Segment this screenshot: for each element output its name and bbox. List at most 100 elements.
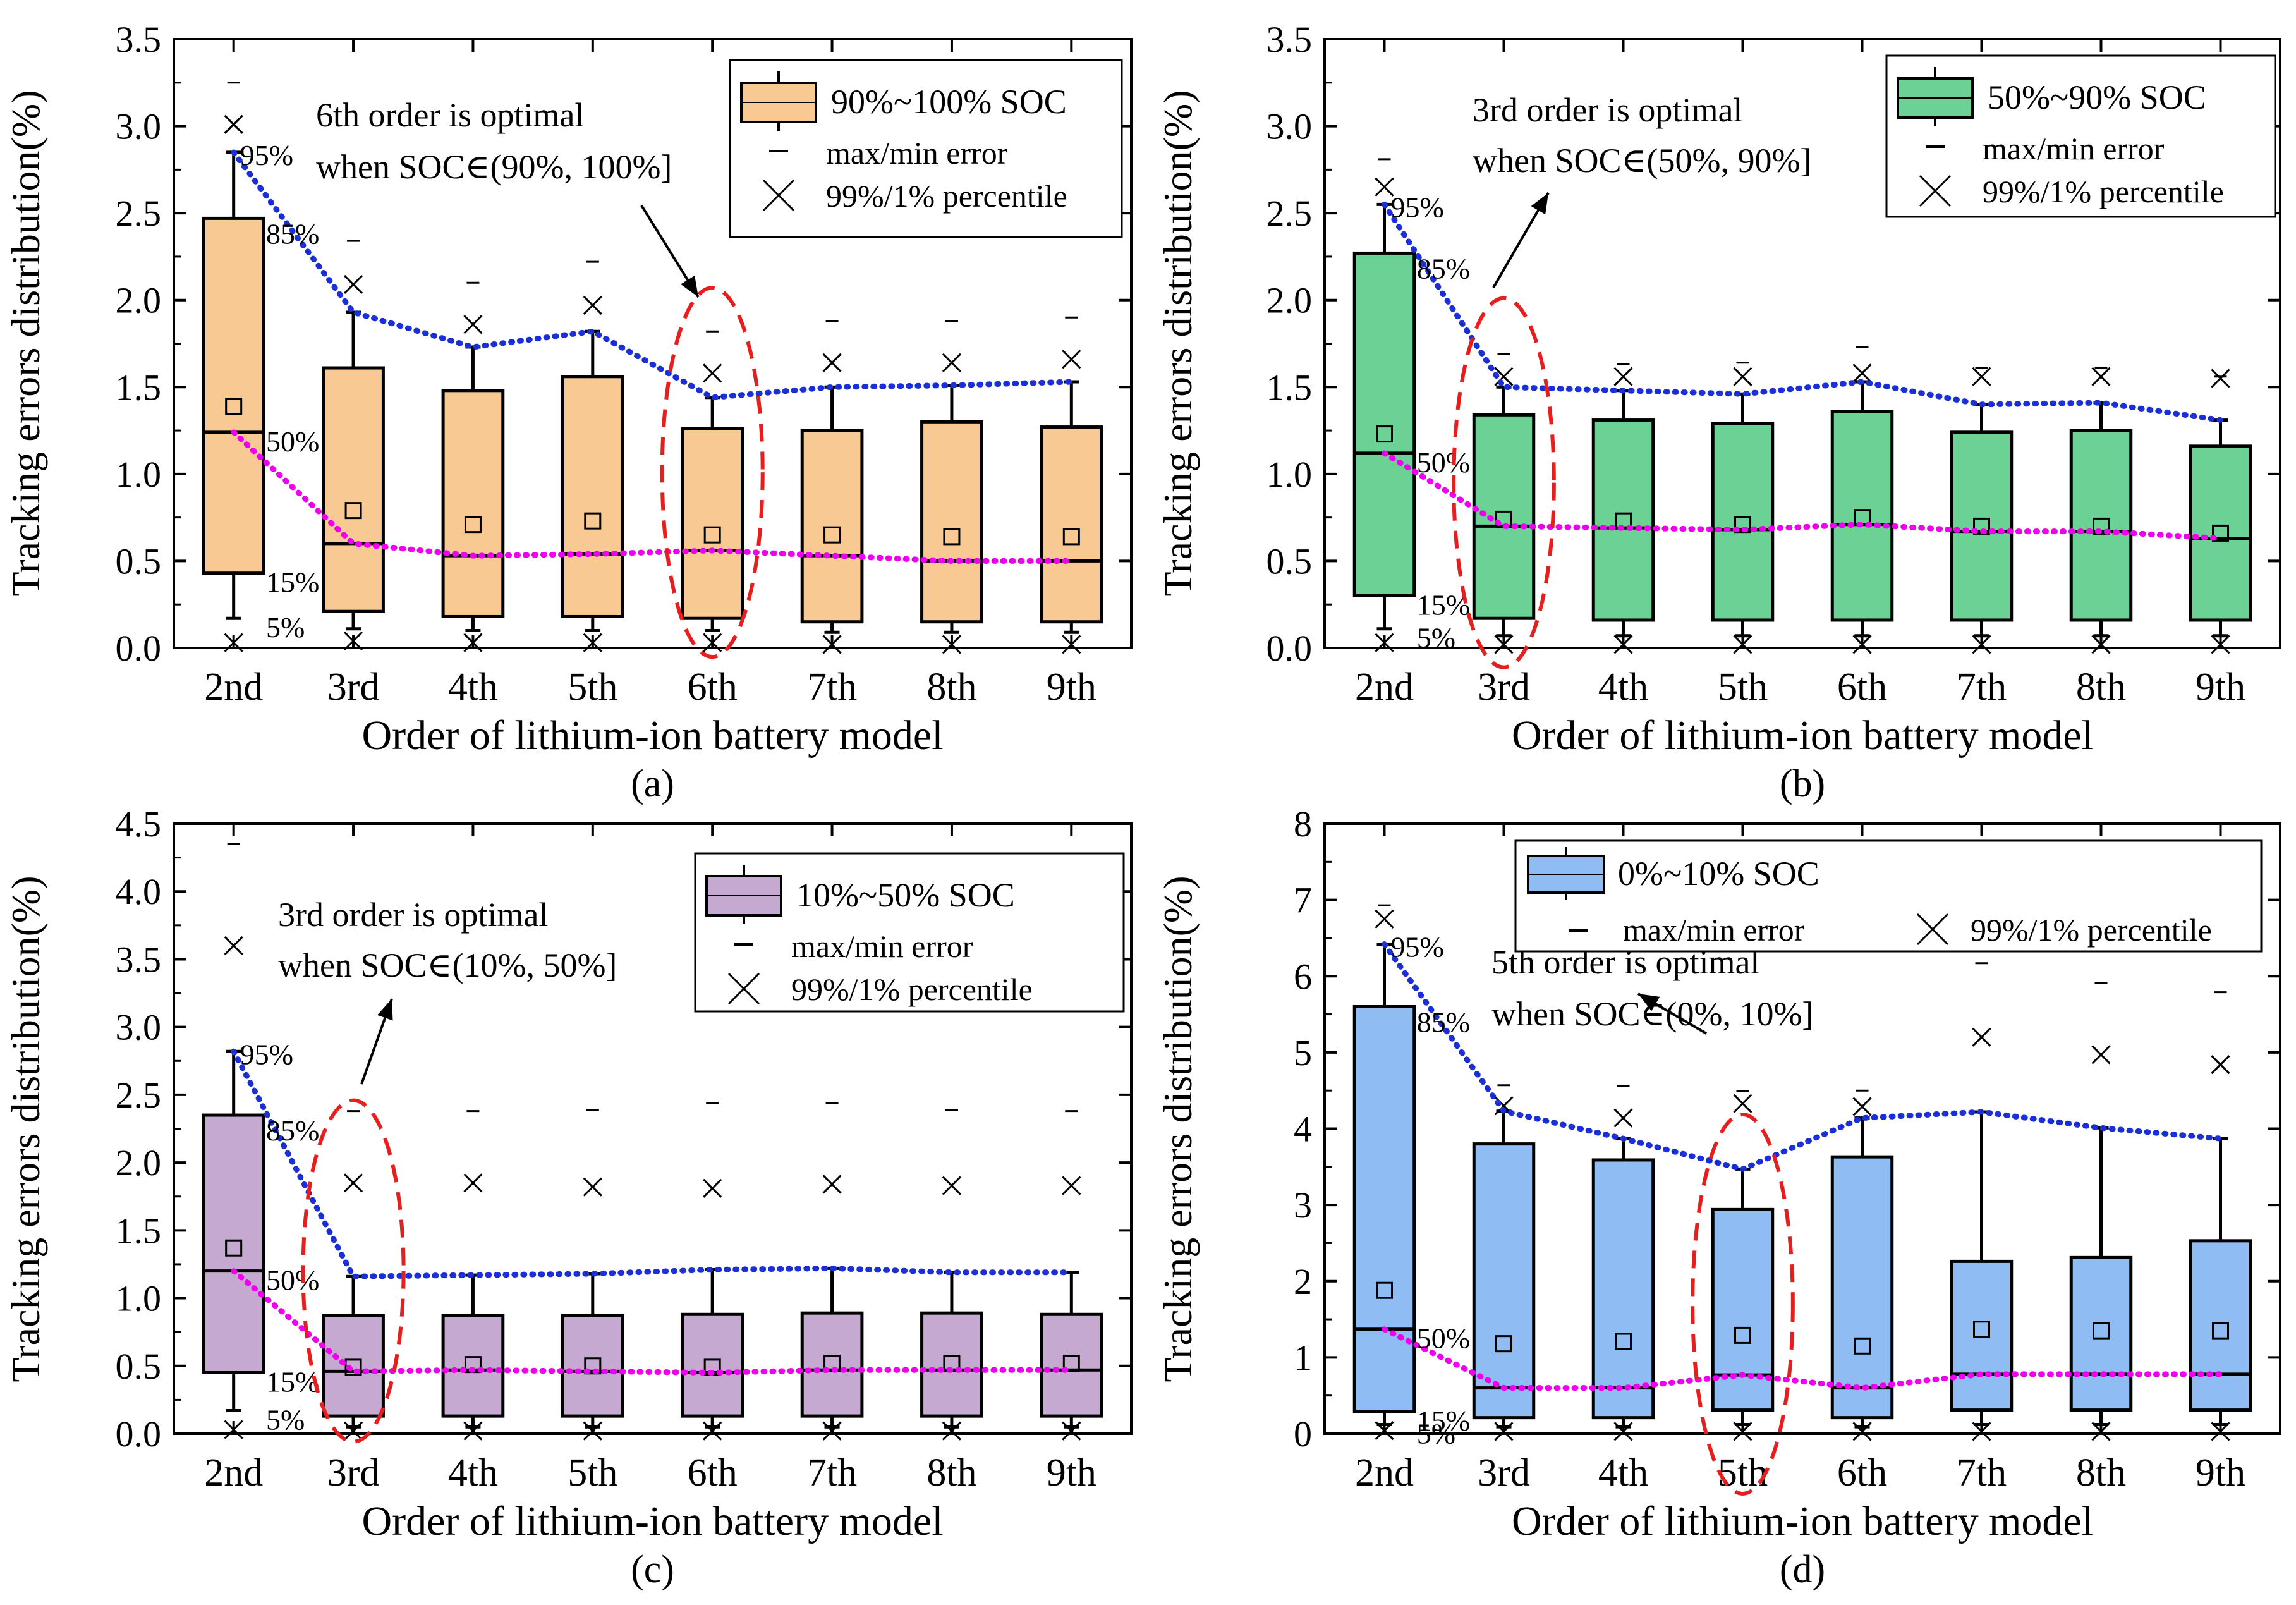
x-tick-label: 8th — [2076, 1451, 2126, 1494]
optimal-order-ellipse — [1452, 296, 1556, 669]
iqr-box — [1352, 1005, 1416, 1413]
p50-trend-line — [231, 429, 1074, 564]
y-tick-label: 7 — [1294, 880, 1312, 921]
p99-marker-stroke-b — [822, 1175, 842, 1194]
x-tick-label: 6th — [688, 1451, 738, 1494]
p1-marker — [583, 1421, 602, 1441]
p99-marker — [224, 114, 243, 134]
legend-box-label: 0%~10% SOC — [1618, 855, 1819, 893]
p99-marker — [703, 363, 722, 383]
iqr-box — [1040, 425, 1103, 624]
p99-marker — [822, 353, 842, 372]
box-8th — [920, 320, 983, 654]
p1-marker — [2091, 635, 2111, 654]
annotation-line1: 3rd order is optimal — [278, 896, 548, 934]
y-tick-label: 2.0 — [116, 1142, 162, 1183]
y-tick-label: 2.5 — [116, 193, 162, 234]
p1-marker-stroke-b — [942, 635, 961, 654]
p1-marker — [2211, 635, 2230, 654]
optimal-order-ellipse — [301, 1098, 406, 1444]
mean-marker — [1973, 1321, 1990, 1338]
p99-marker-stroke-b — [1733, 367, 1752, 386]
p1-marker — [2091, 1422, 2111, 1441]
y-tick-label: 1.0 — [116, 454, 162, 495]
box-6th — [1830, 1089, 1894, 1441]
p99-marker-stroke-b — [224, 114, 243, 134]
legend-percentile-label: 99%/1% percentile — [1983, 174, 2224, 209]
mean-marker — [1376, 1281, 1393, 1299]
x-tick-label: 2nd — [204, 666, 263, 709]
p1-marker-stroke-b — [1613, 1422, 1633, 1441]
x-tick-label: 4th — [1598, 666, 1648, 709]
box-5th — [1711, 362, 1775, 654]
x-tick-label: 3rd — [1478, 1451, 1530, 1494]
y-tick-label: 2 — [1294, 1261, 1312, 1302]
p95-label: 95% — [1391, 191, 1444, 223]
y-tick-label: 0 — [1294, 1413, 1312, 1455]
iqr-box — [1711, 1207, 1775, 1412]
p85-label: 85% — [1417, 1006, 1470, 1039]
x-tick-label: 5th — [568, 1451, 617, 1494]
y-axis-title: Tracking errors distribution(%) — [1155, 876, 1200, 1382]
p1-marker-stroke-b — [1972, 1422, 1991, 1441]
p1-marker — [1852, 1422, 1872, 1441]
x-tick-label: 9th — [1047, 1451, 1096, 1494]
iqr-box — [2189, 1239, 2252, 1412]
iqr-box — [322, 366, 385, 613]
p5-label: 5% — [1417, 1418, 1455, 1450]
p1-marker — [463, 1421, 483, 1441]
mean-marker — [1615, 1333, 1632, 1350]
box-8th — [2069, 982, 2133, 1441]
legend-percentile-label: 99%/1% percentile — [791, 972, 1033, 1007]
p99-marker-stroke-b — [1972, 367, 1991, 386]
y-tick-label: 0.5 — [1266, 540, 1313, 582]
panel-a: 0.0 0.5 1.0 1.5 2.0 2.5 3.0 3.5 2nd 3rd 4th 5th 6th 7… — [3, 19, 1133, 805]
mean-marker — [344, 1358, 362, 1376]
legend-percentile-swatch-stroke-b — [1916, 913, 1949, 946]
p99-marker — [1733, 367, 1752, 386]
p1-marker — [344, 631, 363, 651]
x-tick-label: 6th — [1837, 1451, 1887, 1494]
p1-marker-stroke-b — [463, 1421, 483, 1441]
p85-label: 85% — [266, 1114, 319, 1147]
box-7th — [1950, 367, 2014, 654]
iqr-box — [2069, 1255, 2133, 1412]
x-tick-label: 4th — [448, 666, 498, 709]
legend-percentile-swatch-stroke-b — [727, 972, 760, 1005]
x-tick-label: 7th — [1957, 1451, 2007, 1494]
panel-c: 0.0 0.5 1.0 1.5 2.0 2.5 3.0 3.5 4.0 4.5 2nd 3rd 4th 5… — [3, 803, 1133, 1591]
y-tick-label: 0.0 — [116, 628, 162, 669]
p1-marker-stroke-b — [942, 1421, 961, 1441]
x-tick-label: 8th — [926, 1451, 976, 1494]
p95-label: 95% — [1391, 931, 1444, 963]
p1-marker — [1733, 635, 1752, 654]
p95-trend-line — [1382, 941, 2223, 1173]
p1-marker-stroke-b — [344, 1421, 363, 1441]
x-tick-label: 9th — [2196, 666, 2245, 709]
y-tick-label: 8 — [1294, 803, 1312, 845]
legend-minmax-label: max/min error — [826, 135, 1008, 171]
y-tick-label: 1.5 — [116, 367, 162, 408]
p1-marker-stroke-b — [1972, 635, 1991, 654]
mean-marker — [1734, 516, 1751, 534]
x-axis-title: Order of lithium-ion battery model — [1512, 712, 2093, 759]
p99-marker-stroke-b — [822, 353, 842, 372]
p99-marker — [822, 1175, 842, 1194]
x-tick-label: 4th — [448, 1451, 498, 1494]
y-tick-label: 1.0 — [116, 1278, 162, 1319]
p1-marker-stroke-b — [344, 631, 363, 651]
p15-label: 15% — [266, 566, 319, 599]
p1-marker-stroke-b — [1733, 635, 1752, 654]
y-axis-title: Tracking errors distribution(%) — [3, 876, 48, 1382]
legend-percentile-swatch-stroke-b — [762, 179, 795, 212]
box-5th — [561, 260, 624, 652]
optimal-order-ellipse — [660, 286, 765, 659]
box-6th — [681, 330, 744, 652]
y-tick-label: 1.5 — [1266, 367, 1313, 408]
p95-trend-line — [231, 1048, 1074, 1279]
mean-marker — [2093, 1322, 2110, 1340]
p1-marker — [942, 635, 961, 654]
p1-marker — [1972, 635, 1991, 654]
box-7th — [800, 320, 864, 654]
